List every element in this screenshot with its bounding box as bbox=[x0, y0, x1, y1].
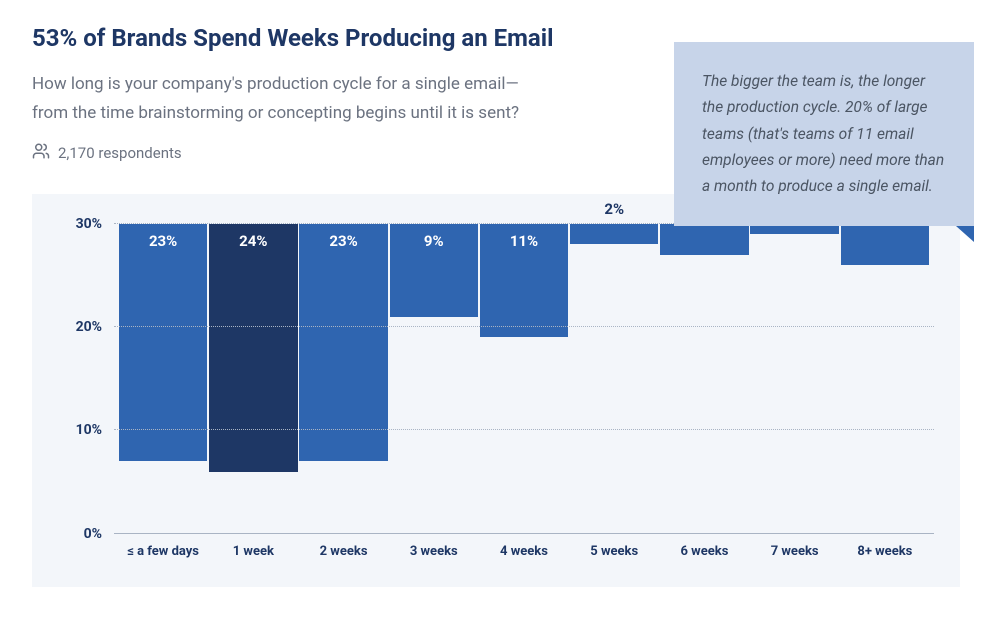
callout-text: The bigger the team is, the longer the p… bbox=[702, 72, 944, 195]
chart-container: 53% of Brands Spend Weeks Producing an E… bbox=[0, 0, 992, 587]
y-axis-label: 20% bbox=[76, 319, 102, 335]
bar: 23% bbox=[119, 224, 207, 462]
x-axis-labels: ≤ a few days1 week2 weeks3 weeks4 weeks5… bbox=[114, 534, 934, 559]
bar-slot: 1% bbox=[750, 224, 840, 534]
x-axis-label: ≤ a few days bbox=[118, 544, 208, 559]
x-axis-label: 5 weeks bbox=[569, 544, 659, 559]
bars-group: 23%24%23%9%11%2%3%1%4% bbox=[114, 224, 934, 534]
bar: 2% bbox=[570, 224, 658, 245]
bar: 4% bbox=[841, 224, 929, 265]
x-axis-label: 4 weeks bbox=[479, 544, 569, 559]
chart-panel: 23%24%23%9%11%2%3%1%4% 0%10%20%30% ≤ a f… bbox=[32, 194, 960, 587]
callout-corner-icon bbox=[956, 226, 974, 242]
y-axis-label: 30% bbox=[76, 216, 102, 232]
bar: 23% bbox=[299, 224, 387, 462]
x-axis-label: 6 weeks bbox=[659, 544, 749, 559]
bar-slot: 24% bbox=[208, 224, 298, 534]
bar-slot: 11% bbox=[479, 224, 569, 534]
bar-slot: 9% bbox=[389, 224, 479, 534]
x-axis-label: 8+ weeks bbox=[840, 544, 930, 559]
gridline: 10% bbox=[114, 429, 934, 430]
callout-box: The bigger the team is, the longer the p… bbox=[674, 42, 974, 226]
x-axis-label: 2 weeks bbox=[298, 544, 388, 559]
bar-value-label: 9% bbox=[390, 232, 478, 250]
bar-value-label: 2% bbox=[570, 200, 658, 218]
bar: 3% bbox=[660, 224, 748, 255]
bar: 24% bbox=[209, 224, 297, 472]
x-axis-label: 7 weeks bbox=[750, 544, 840, 559]
bar: 9% bbox=[390, 224, 478, 317]
bar-slot: 4% bbox=[840, 224, 930, 534]
gridline: 0% bbox=[114, 533, 934, 534]
y-axis-label: 10% bbox=[76, 422, 102, 438]
bar-value-label: 23% bbox=[119, 232, 207, 250]
bar-slot: 23% bbox=[118, 224, 208, 534]
x-axis-label: 1 week bbox=[208, 544, 298, 559]
respondents-label: 2,170 respondents bbox=[58, 144, 182, 162]
bar-value-label: 24% bbox=[209, 232, 297, 250]
gridline: 20% bbox=[114, 326, 934, 327]
bar: 11% bbox=[480, 224, 568, 338]
bar-slot: 3% bbox=[659, 224, 749, 534]
bar-value-label: 11% bbox=[480, 232, 568, 250]
plot-area: 23%24%23%9%11%2%3%1%4% 0%10%20%30% bbox=[114, 224, 934, 534]
bar-value-label: 23% bbox=[299, 232, 387, 250]
bar-slot: 23% bbox=[298, 224, 388, 534]
people-icon bbox=[32, 142, 50, 164]
bar-slot: 2% bbox=[569, 224, 659, 534]
y-axis-label: 0% bbox=[84, 526, 102, 542]
x-axis-label: 3 weeks bbox=[389, 544, 479, 559]
chart-subtitle: How long is your company's production cy… bbox=[32, 70, 552, 128]
